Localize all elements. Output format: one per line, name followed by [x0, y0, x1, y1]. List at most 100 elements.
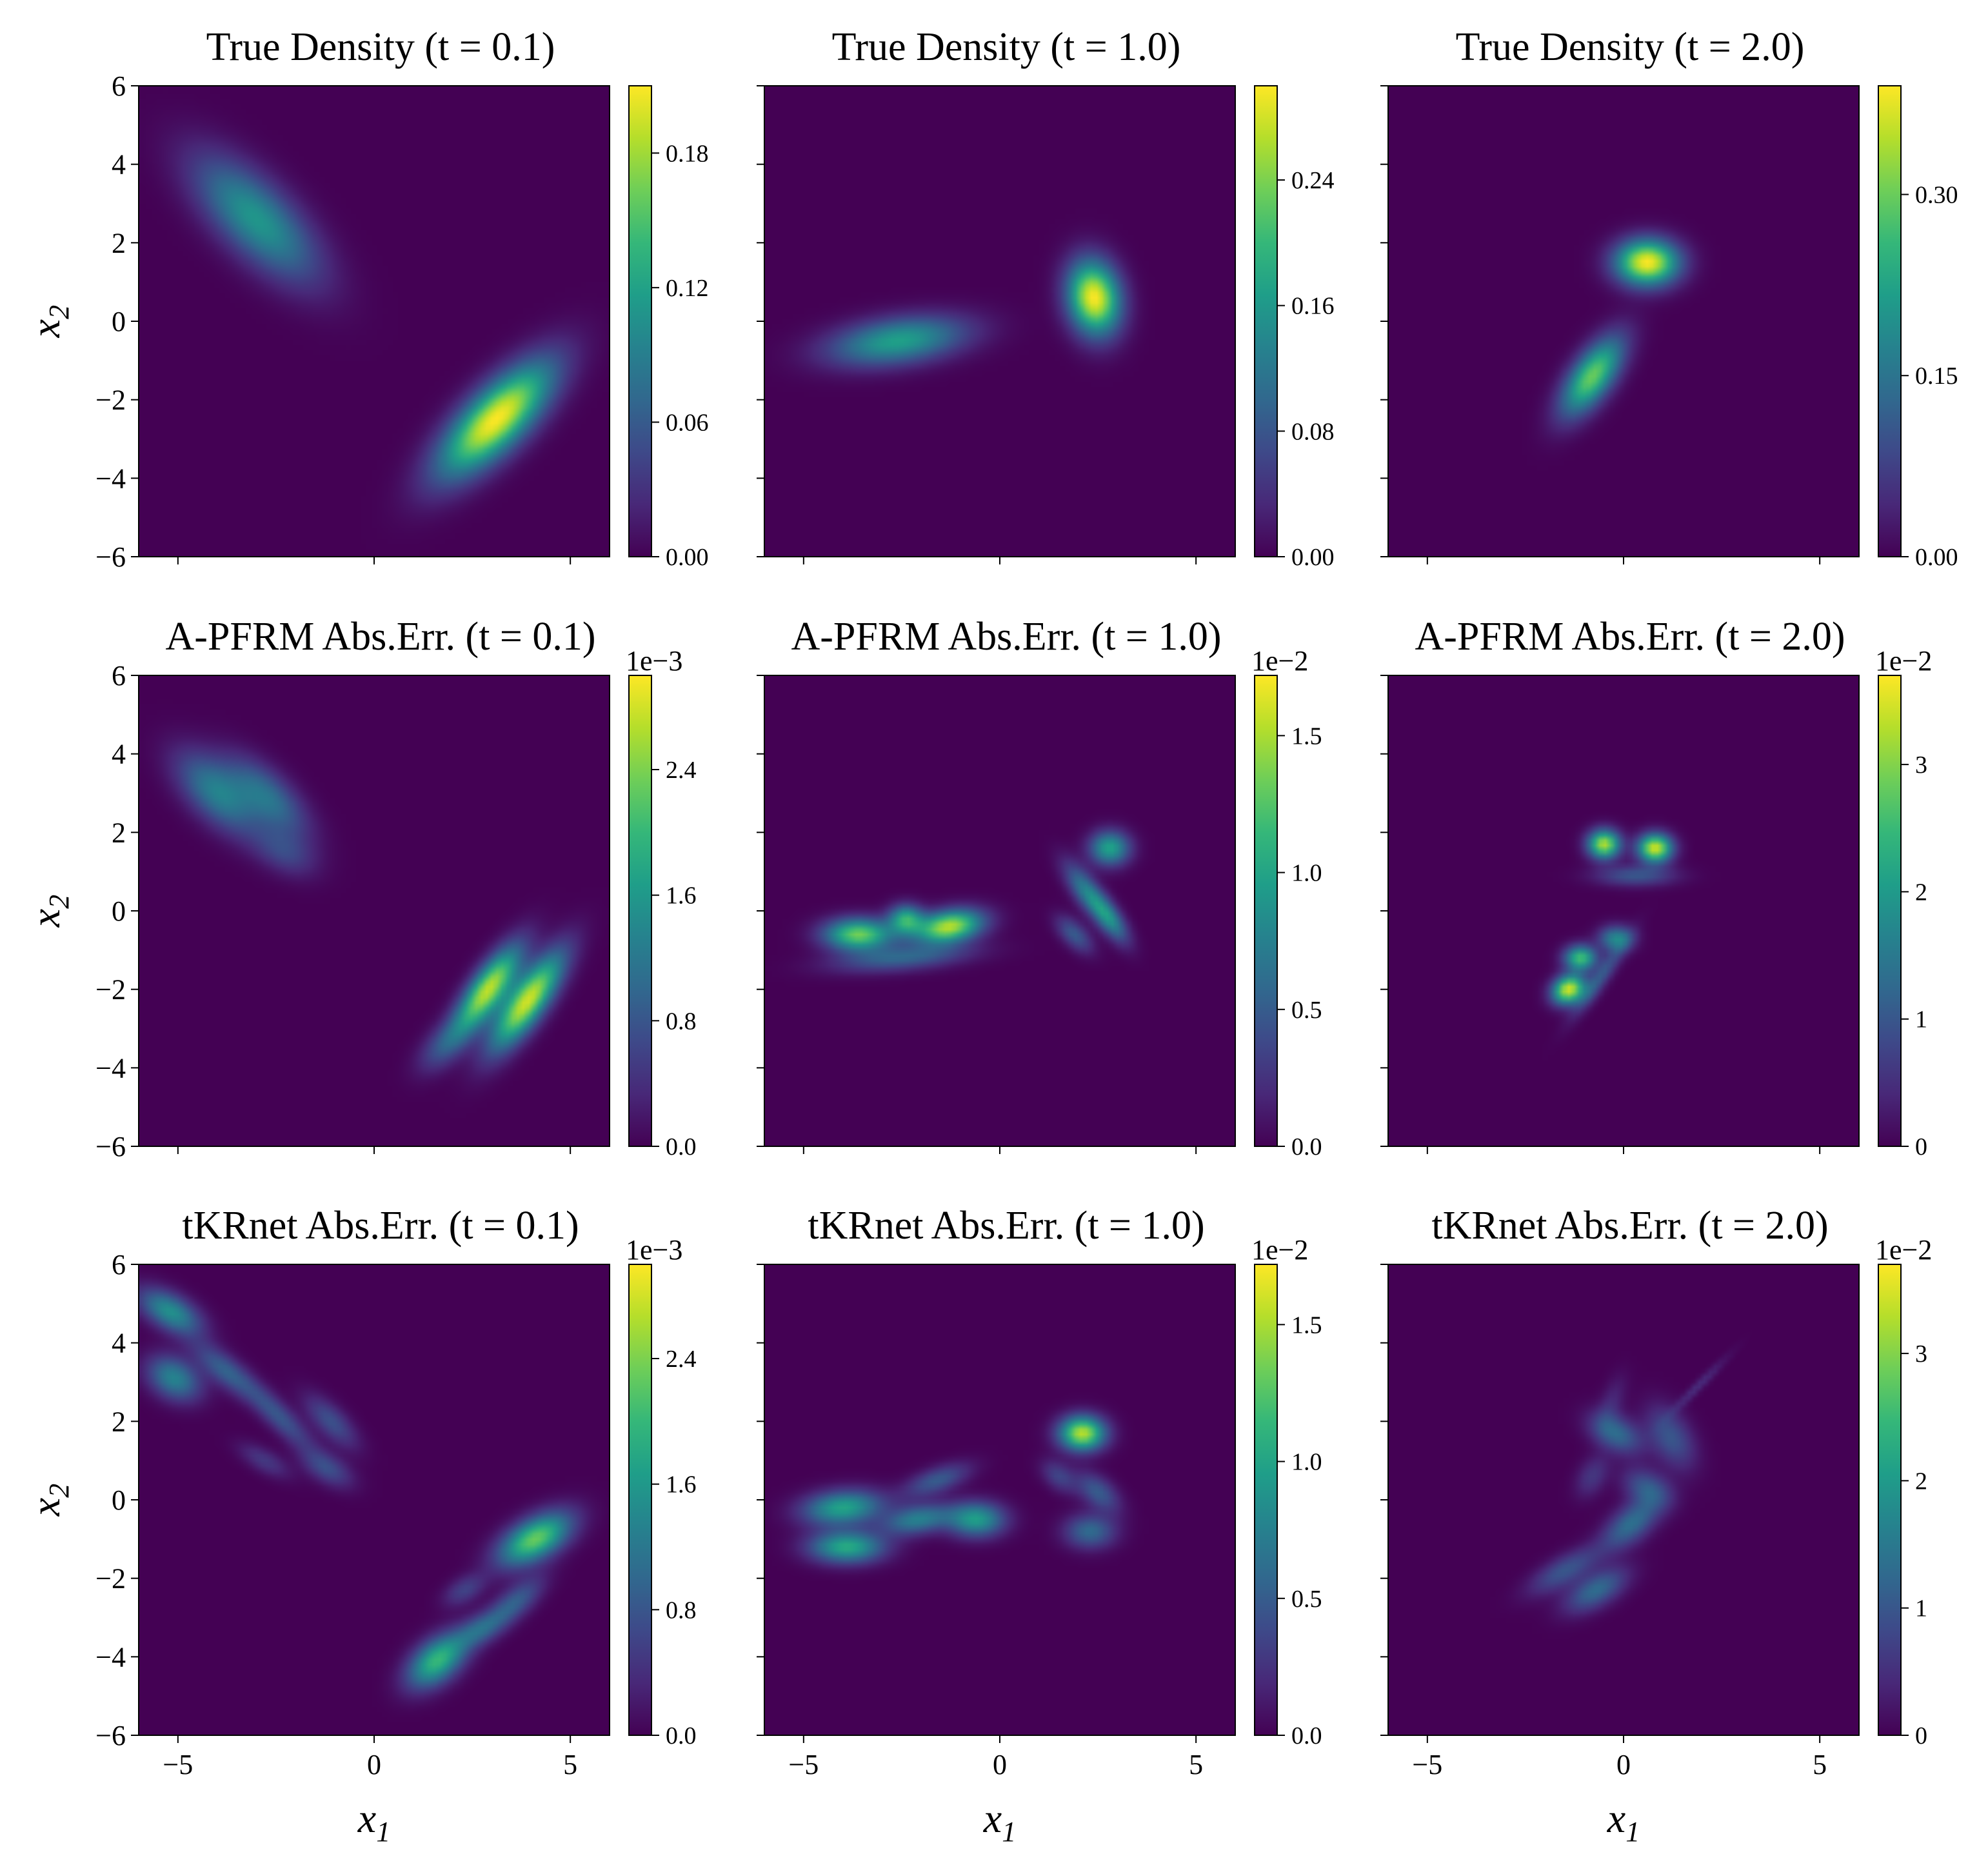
colorbar-tick-label: 0.0 [1291, 1133, 1322, 1161]
y-axis-label: x2 [23, 305, 75, 338]
colorbar-tick-label: 0.8 [666, 1008, 697, 1035]
y-tick-label: −6 [95, 541, 126, 573]
colorbar-offset-label: 1e−3 [626, 1234, 682, 1266]
colorbar-tick-label: 0.30 [1915, 181, 1958, 208]
heatmap-image [1388, 675, 1859, 1146]
colorbar-tick-label: 0.24 [1291, 167, 1335, 194]
x-tick-label: 0 [1616, 1749, 1631, 1780]
colorbar [1254, 1264, 1278, 1736]
colorbar-tick-label: 0 [1915, 1722, 1927, 1749]
x-tick-label: −5 [1412, 1749, 1442, 1780]
y-axis-label: x2 [23, 1484, 75, 1517]
y-tick-label: 6 [112, 660, 126, 692]
colorbar-tick-label: 0.08 [1291, 418, 1335, 445]
colorbar-tick-label: 0.00 [1291, 544, 1335, 571]
heatmap-image [139, 675, 610, 1146]
colorbar-tick-label: 1.5 [1291, 1311, 1322, 1339]
y-tick-label: 0 [112, 895, 126, 927]
y-tick-label: −6 [95, 1720, 126, 1751]
y-tick-label: −2 [95, 384, 126, 416]
y-tick-label: 2 [112, 817, 126, 848]
colorbar-offset-label: 1e−2 [1251, 1234, 1308, 1266]
y-tick-label: 6 [112, 70, 126, 102]
y-tick-label: −4 [95, 1052, 126, 1084]
colorbar-tick-label: 1.6 [666, 882, 697, 910]
subplot-0-1: True Density (t = 1.0) 0.00 0.08 0.16 0.24 [757, 25, 1335, 571]
colorbar-tick-label: 2 [1915, 879, 1927, 906]
subplot-title: True Density (t = 0.1) [206, 25, 555, 69]
x-tick-label: 5 [1813, 1749, 1827, 1780]
subplot-title: A-PFRM Abs.Err. (t = 0.1) [165, 615, 595, 659]
colorbar [1254, 85, 1278, 557]
subplot-0-2: True Density (t = 2.0) 0.00 0.15 0.30 [1380, 25, 1958, 571]
x-tick-label: −5 [788, 1749, 819, 1780]
colorbar-tick-label: 0.0 [666, 1722, 697, 1749]
subplot-title: A-PFRM Abs.Err. (t = 2.0) [1415, 615, 1845, 659]
x-tick-label: 0 [367, 1749, 381, 1780]
subplot-2-2: tKRnet Abs.Err. (t = 2.0) −5 0 5 x1 0 1 2 3 1e−2 [1380, 1204, 1932, 1848]
colorbar [1878, 85, 1902, 557]
colorbar [1878, 675, 1902, 1147]
subplot-title: tKRnet Abs.Err. (t = 2.0) [1431, 1204, 1828, 1248]
y-tick-label: 6 [112, 1249, 126, 1280]
colorbar-tick-label: 0.06 [666, 409, 709, 436]
colorbar [1254, 675, 1278, 1147]
subplot-1-2: A-PFRM Abs.Err. (t = 2.0) 0 1 2 3 1e−2 [1380, 615, 1932, 1161]
subplot-title: True Density (t = 1.0) [832, 25, 1181, 69]
colorbar-tick-label: 0.12 [666, 275, 709, 302]
y-tick-label: 2 [112, 1406, 126, 1437]
subplot-2-0: tKRnet Abs.Err. (t = 0.1) −5 0 5 −6 −4 −2 0 2 4 6 x… [23, 1204, 697, 1848]
heatmap-image [139, 86, 610, 557]
colorbar-tick-label: 0.18 [666, 140, 709, 167]
colorbar-tick-label: 1.0 [1291, 860, 1322, 887]
y-tick-label: 4 [112, 149, 126, 181]
subplot-title: tKRnet Abs.Err. (t = 0.1) [182, 1204, 579, 1248]
subplot-title: True Density (t = 2.0) [1456, 25, 1805, 69]
colorbar-tick-label: 0.5 [1291, 1586, 1322, 1613]
colorbar-tick-label: 0 [1915, 1133, 1927, 1161]
x-tick-label: 0 [993, 1749, 1007, 1780]
colorbar-offset-label: 1e−2 [1251, 645, 1308, 677]
colorbar-tick-label: 1.5 [1291, 722, 1322, 750]
colorbar [1878, 1264, 1902, 1736]
colorbar [628, 1264, 652, 1736]
subplot-0-0: True Density (t = 0.1) −6 −4 −2 0 2 4 6 x2 0.00 0.… [23, 25, 709, 573]
x-tick-label: 5 [563, 1749, 577, 1780]
colorbar-offset-label: 1e−2 [1875, 645, 1932, 677]
colorbar-tick-label: 0.0 [666, 1133, 697, 1161]
y-tick-label: −2 [95, 1563, 126, 1595]
colorbar-tick-label: 0.00 [1915, 544, 1958, 571]
colorbar-tick-label: 0.8 [666, 1597, 697, 1624]
y-axis-label: x2 [23, 895, 75, 928]
y-tick-label: 0 [112, 306, 126, 337]
colorbar-tick-label: 1.0 [1291, 1449, 1322, 1476]
heatmap-image [764, 1264, 1235, 1735]
colorbar-tick-label: 1.6 [666, 1471, 697, 1499]
heatmap-image [764, 86, 1235, 557]
y-tick-label: −4 [95, 463, 126, 494]
y-tick-label: 4 [112, 1328, 126, 1359]
subplot-2-1: tKRnet Abs.Err. (t = 1.0) −5 0 5 x1 0.0 0.5 1.0… [757, 1204, 1322, 1848]
colorbar-tick-label: 1 [1915, 1006, 1927, 1033]
heatmap-image [1388, 86, 1859, 557]
colorbar-tick-label: 3 [1915, 1340, 1927, 1368]
colorbar-tick-label: 0.15 [1915, 363, 1958, 390]
heatmap-image [139, 1264, 610, 1735]
y-tick-label: −2 [95, 974, 126, 1006]
x-axis-label: x1 [983, 1795, 1016, 1848]
colorbar-tick-label: 1 [1915, 1595, 1927, 1622]
y-tick-label: −6 [95, 1131, 126, 1162]
colorbar-tick-label: 0.16 [1291, 293, 1335, 320]
colorbar-tick-label: 2.4 [666, 1346, 697, 1373]
subplot-title: tKRnet Abs.Err. (t = 1.0) [808, 1204, 1204, 1248]
x-tick-label: −5 [163, 1749, 193, 1780]
x-tick-label: 5 [1189, 1749, 1203, 1780]
colorbar-tick-label: 0.5 [1291, 997, 1322, 1024]
y-tick-label: 0 [112, 1484, 126, 1516]
heatmap-image [764, 675, 1235, 1146]
y-tick-label: 2 [112, 227, 126, 259]
x-axis-label: x1 [1607, 1795, 1640, 1848]
colorbar-offset-label: 1e−2 [1875, 1234, 1932, 1266]
colorbar-tick-label: 3 [1915, 752, 1927, 779]
